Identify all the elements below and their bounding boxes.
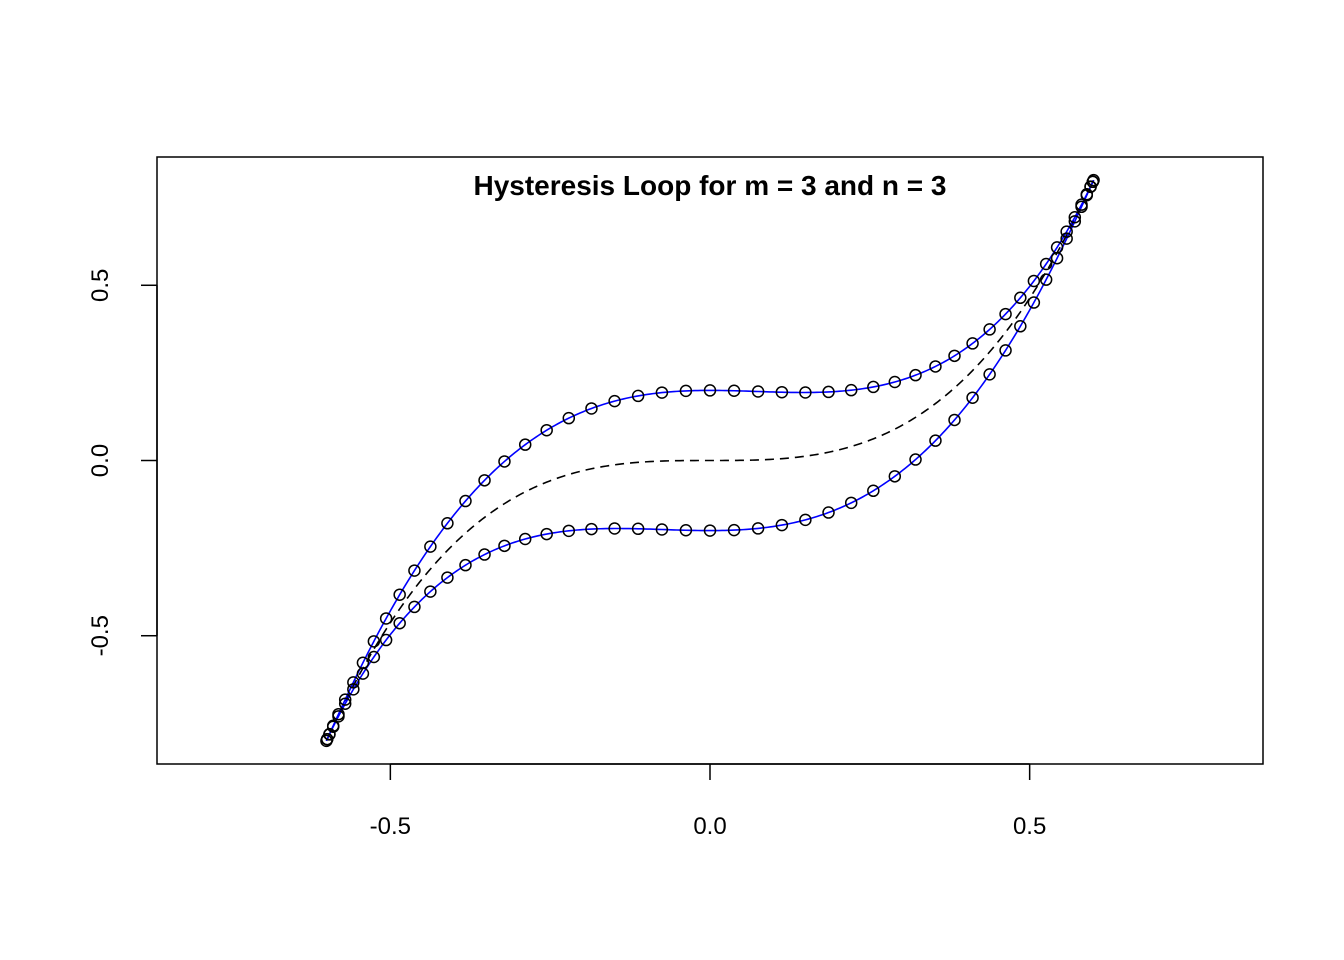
data-point (948, 413, 961, 427)
data-point (367, 650, 381, 664)
data-point (867, 484, 880, 498)
data-point (424, 540, 437, 553)
x-tick-label: 0.5 (1013, 813, 1046, 840)
data-point (888, 470, 902, 483)
data-point (326, 720, 340, 733)
data-point (367, 635, 381, 648)
data-point (338, 697, 352, 710)
data-point (751, 522, 765, 535)
data-point (655, 386, 669, 399)
data-point (1014, 320, 1027, 333)
data-point (999, 307, 1012, 321)
data-point (966, 391, 979, 404)
data-point (356, 667, 370, 680)
data-point (498, 539, 511, 553)
data-point (347, 676, 360, 689)
data-point (459, 494, 472, 508)
data-point (498, 455, 511, 468)
data-point (1060, 225, 1073, 238)
data-point (408, 564, 421, 577)
data-point (844, 496, 858, 510)
data-point (703, 524, 717, 537)
data-point (379, 612, 393, 625)
data-point (867, 380, 880, 394)
data-point (1039, 257, 1053, 271)
data-point (1050, 251, 1064, 265)
data-point (332, 710, 345, 723)
data-point (1068, 211, 1082, 224)
data-point (408, 600, 421, 614)
plot-marks (320, 173, 1100, 748)
data-point (948, 349, 961, 363)
data-point (562, 524, 576, 538)
data-point (822, 506, 835, 519)
data-point (983, 368, 996, 381)
data-point (478, 474, 491, 487)
data-point (844, 383, 858, 397)
data-point (703, 384, 717, 397)
data-point (478, 548, 491, 561)
data-point (518, 438, 532, 451)
data-point (727, 523, 741, 537)
data-point (631, 522, 645, 536)
data-point (655, 523, 669, 536)
data-point (393, 588, 406, 601)
data-point (775, 518, 789, 532)
data-point (608, 522, 621, 535)
data-point (679, 384, 693, 398)
data-point (441, 517, 454, 530)
data-point (459, 558, 472, 572)
data-point (929, 360, 942, 373)
y-tick-label: -0.5 (87, 615, 114, 656)
data-point (631, 389, 645, 403)
data-point (888, 375, 902, 389)
data-point (518, 532, 532, 546)
series-dashed-midline (325, 179, 1095, 742)
data-point (679, 524, 693, 537)
data-point (727, 384, 741, 397)
data-point (909, 453, 922, 466)
data-point (441, 571, 454, 584)
data-point (562, 411, 576, 425)
data-point (585, 522, 598, 536)
data-point (999, 344, 1012, 357)
series-blue-loop (325, 179, 1095, 742)
x-tick-label: 0.0 (693, 813, 726, 840)
data-point (585, 402, 598, 415)
data-point (909, 368, 922, 382)
data-point (1075, 200, 1088, 214)
data-point (338, 693, 352, 706)
data-point (799, 386, 812, 399)
chart-title: Hysteresis Loop for m = 3 and n = 3 (473, 170, 946, 201)
data-point (966, 337, 979, 350)
data-point (751, 385, 765, 398)
y-tick-label: 0.0 (87, 444, 114, 477)
data-point (323, 728, 336, 741)
data-point (1014, 291, 1027, 305)
data-point (775, 385, 789, 399)
data-point (1027, 296, 1041, 309)
data-point (424, 585, 437, 598)
data-point (540, 423, 553, 437)
data-point (1068, 215, 1082, 228)
x-tick-label: -0.5 (370, 813, 411, 840)
data-point (379, 633, 393, 647)
data-point (1086, 175, 1100, 189)
data-point (1080, 188, 1094, 202)
y-tick-label: 0.5 (87, 269, 114, 302)
axes: -0.5 0.0 0.5 -0.5 0.0 0.5 (87, 269, 1046, 840)
data-point (540, 527, 553, 541)
data-point (1039, 273, 1053, 286)
data-point (799, 513, 812, 527)
data-point (822, 385, 835, 399)
data-point (929, 434, 942, 447)
data-point (347, 683, 360, 696)
data-point (1027, 274, 1041, 288)
data-point (393, 616, 406, 630)
data-point (608, 394, 621, 408)
data-point (1060, 232, 1073, 245)
data-point (983, 323, 996, 336)
